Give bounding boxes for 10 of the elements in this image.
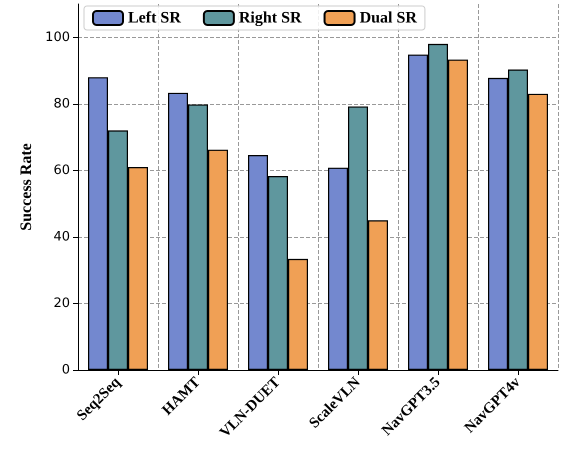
y-tick-label: 0	[62, 362, 70, 378]
y-tick-label: 20	[53, 296, 70, 311]
legend-label: Dual SR	[360, 10, 418, 26]
legend-label: Right SR	[238, 10, 302, 26]
y-tick-label: 60	[53, 162, 70, 178]
y-tick-label: 100	[45, 30, 70, 45]
y-tick-label: 40	[53, 229, 70, 244]
y-axis-title: Success Rate	[18, 143, 35, 231]
y-tick-label: 80	[53, 96, 70, 112]
legend-label: Left SR	[128, 10, 182, 26]
